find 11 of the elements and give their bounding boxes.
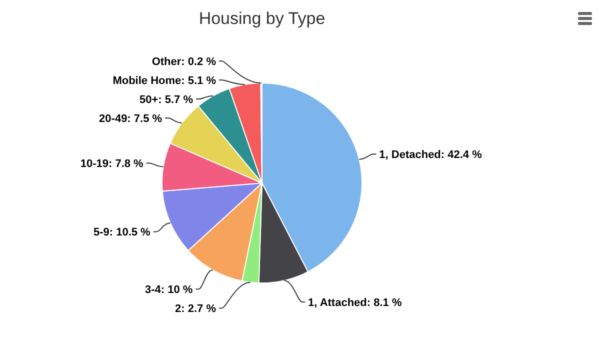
- slice-label: 10-19: 7.8 %: [80, 158, 144, 170]
- slice-label: 5-9: 10.5 %: [93, 226, 151, 239]
- slice-label: Other: 0.2 %: [152, 56, 216, 68]
- slice-label: 2: 2.7 %: [175, 303, 216, 316]
- slice-label: 1, Attached: 8.1 %: [308, 296, 402, 309]
- slice-label: 50+: 5.7 %: [139, 94, 194, 106]
- chart-title: Housing by Type: [198, 9, 326, 28]
- slice-label: 1, Detached: 42.4 %: [379, 148, 482, 161]
- slice-label: 3-4: 10 %: [145, 284, 193, 296]
- slice-label: Mobile Home: 5.1 %: [112, 74, 216, 87]
- slice-label: 20-49: 7.5 %: [99, 112, 162, 125]
